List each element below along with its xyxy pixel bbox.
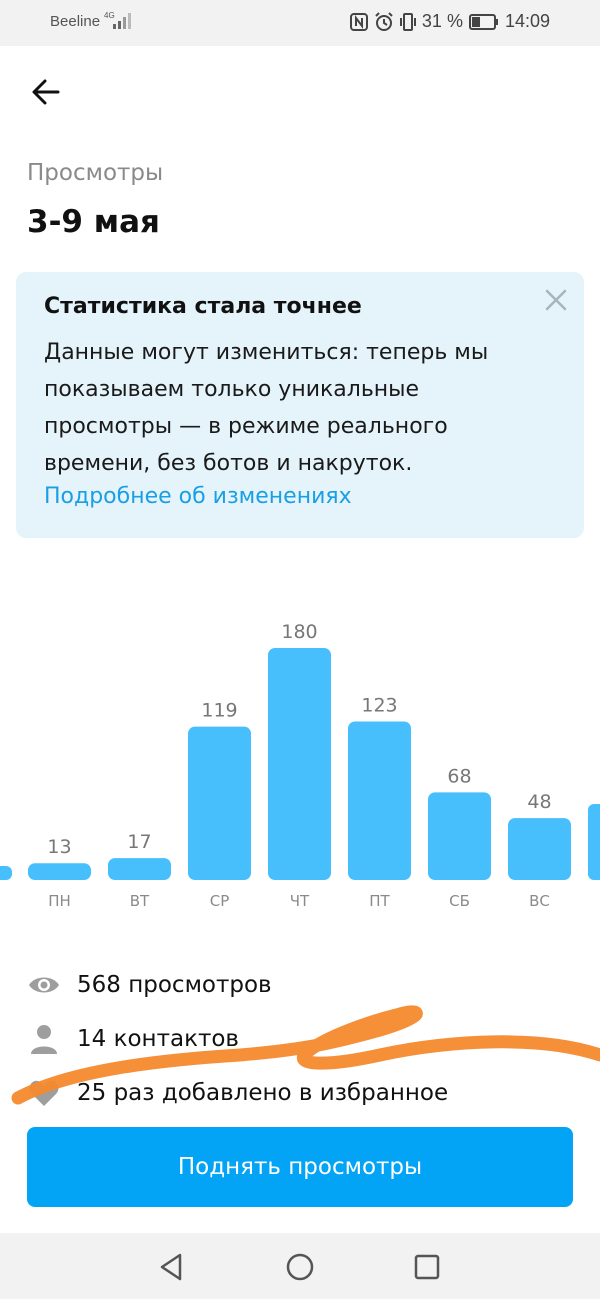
chart-category-label: ЧТ [290, 892, 310, 910]
square-recent-icon [414, 1254, 440, 1280]
chart-bar-ПН[interactable] [28, 863, 91, 880]
network-type: 4G [104, 11, 115, 20]
notice-title: Статистика стала точнее [44, 294, 362, 319]
chart-category-label: ВТ [130, 892, 150, 910]
notice-card: Статистика стала точнее Данные могут изм… [16, 272, 584, 538]
views-bar-chart: 13 ПН 17 ВТ 119 СР 180 ЧТ 123 ПТ 68 СБ 48 ВС [0, 621, 600, 910]
chart-bar-partial-left [0, 866, 12, 880]
chart-category-label: ПН [48, 892, 71, 910]
nav-recent-button[interactable] [411, 1251, 443, 1283]
chart-value-label: 180 [281, 621, 317, 643]
chart-bar-СР[interactable] [188, 726, 251, 880]
heart-icon [29, 1080, 59, 1106]
chart-value-label: 68 [447, 765, 471, 787]
circle-home-icon [286, 1253, 314, 1281]
system-nav-bar [0, 1233, 600, 1299]
favorites-count: 25 раз добавлено в избранное [77, 1080, 449, 1106]
back-button[interactable] [28, 74, 68, 110]
chart-bar-ПТ[interactable] [348, 721, 411, 880]
chart-category-label: ПТ [369, 892, 390, 910]
carrier-name: Beeline [50, 13, 101, 30]
clock: 14:09 [504, 11, 550, 31]
views-stat: 568 просмотров [28, 970, 272, 1000]
notice-close-button[interactable] [544, 288, 568, 312]
notice-details-link[interactable]: Подробнее об изменениях [44, 484, 352, 509]
battery-percent: 31 % [421, 11, 463, 31]
close-icon [545, 289, 567, 311]
eye-icon [29, 977, 59, 993]
chart-bar-СБ[interactable] [428, 792, 491, 880]
chart-bar-partial-right [588, 804, 600, 880]
chart-value-label: 13 [47, 836, 71, 858]
vibrate-icon [399, 12, 416, 31]
chart-bar-ВС[interactable] [508, 818, 571, 880]
contacts-stat: 14 контактов [28, 1024, 239, 1054]
page-title: 3-9 мая [27, 204, 160, 240]
chart-category-label: СБ [449, 892, 470, 910]
triangle-back-icon [160, 1253, 182, 1281]
chart-value-label: 123 [361, 694, 397, 716]
chart-category-label: СР [210, 892, 230, 910]
chart-value-label: 17 [127, 831, 151, 853]
views-count: 568 просмотров [77, 972, 272, 998]
nav-back-button[interactable] [156, 1251, 188, 1283]
signal-icon [113, 13, 131, 29]
chart-value-label: 48 [527, 791, 551, 813]
arrow-left-icon [32, 79, 60, 105]
status-icons: 31 % 14:09 [349, 11, 550, 32]
page-subtitle: Просмотры [27, 160, 164, 186]
alarm-icon [375, 11, 393, 31]
chart-bar-ВТ[interactable] [108, 858, 171, 880]
boost-views-button[interactable]: Поднять просмотры [27, 1127, 573, 1207]
battery-icon [468, 13, 498, 30]
favorites-stat: 25 раз добавлено в избранное [28, 1078, 448, 1108]
nav-home-button[interactable] [284, 1251, 316, 1283]
chart-bar-ЧТ[interactable] [268, 648, 331, 880]
person-icon [31, 1025, 57, 1054]
nfc-icon [349, 12, 368, 31]
notice-text: Данные могут измениться: теперь мы показ… [44, 340, 489, 476]
chart-value-label: 119 [201, 700, 237, 722]
status-bar: Beeline 4G 31 % 14:09 [0, 0, 600, 46]
contacts-count: 14 контактов [77, 1026, 239, 1052]
chart-category-label: ВС [529, 892, 550, 910]
